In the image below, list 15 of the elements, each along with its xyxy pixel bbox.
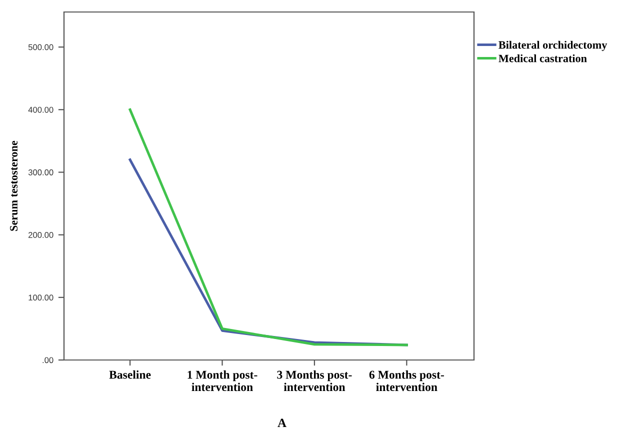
y-tick-label: .00 [42, 357, 54, 364]
y-axis-title: Serum testosterone [10, 140, 18, 231]
text: A [278, 418, 286, 427]
legend-label: Bilateral orchidectomy [498, 40, 608, 51]
y-tick-label: 200.00 [28, 232, 54, 238]
y-tick-label: 500.00 [28, 44, 54, 50]
x-tick-label: 3 Months post- intervention [277, 370, 352, 392]
x-tick-label: 1 Month post- intervention [188, 370, 258, 392]
x-tick-label: 6 Months post- intervention [369, 370, 444, 392]
y-tick-label: 400.00 [28, 106, 54, 113]
y-tick-label: 300.00 [28, 169, 54, 176]
legend-label: Medical castration [498, 54, 587, 62]
y-tick-label: 100.00 [28, 294, 54, 301]
line-series [128, 108, 408, 346]
x-tick-label: Baseline [109, 370, 151, 379]
